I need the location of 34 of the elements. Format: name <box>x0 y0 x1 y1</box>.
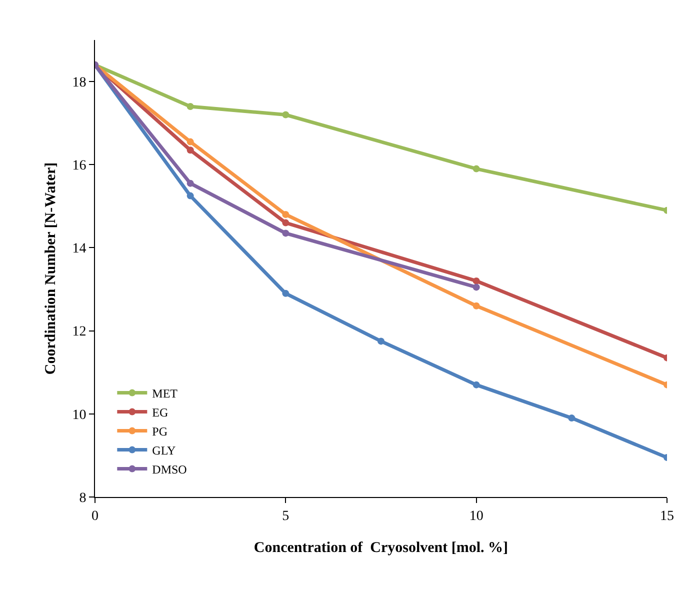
legend-label: MET <box>152 386 178 400</box>
point <box>568 414 576 422</box>
point <box>472 302 480 310</box>
point <box>282 210 290 218</box>
legend-label: PG <box>152 424 168 438</box>
point <box>472 277 480 284</box>
x-tick-label: 15 <box>660 508 674 524</box>
y-tick-label: 18 <box>72 75 86 90</box>
point <box>186 146 194 154</box>
legend-label: GLY <box>152 443 176 458</box>
point <box>186 192 194 200</box>
point <box>472 381 480 388</box>
point <box>186 102 194 110</box>
point <box>186 138 194 146</box>
point <box>378 338 384 345</box>
point <box>282 111 290 118</box>
x-tick-label: 5 <box>282 508 290 524</box>
point <box>282 290 290 297</box>
y-tick-label: 10 <box>72 408 86 423</box>
x-tick-label: 10 <box>469 508 484 524</box>
legend-label: EG <box>152 405 168 420</box>
point <box>472 165 480 172</box>
point <box>472 284 480 291</box>
y-tick-label: 8 <box>79 490 86 506</box>
x-axis-title: Concentration of Cryosolvent [mol. %] <box>254 540 508 556</box>
y-tick-label: 12 <box>72 324 86 340</box>
y-tick-label: 14 <box>72 242 86 257</box>
y-axis-title: Coordination Number [N-Water] <box>43 162 59 375</box>
y-tick-label: 16 <box>72 158 86 174</box>
point <box>186 180 194 187</box>
point <box>282 219 290 226</box>
legend-label: DMSO <box>152 462 188 476</box>
x-tick-label: 0 <box>92 508 98 524</box>
point <box>282 230 290 237</box>
